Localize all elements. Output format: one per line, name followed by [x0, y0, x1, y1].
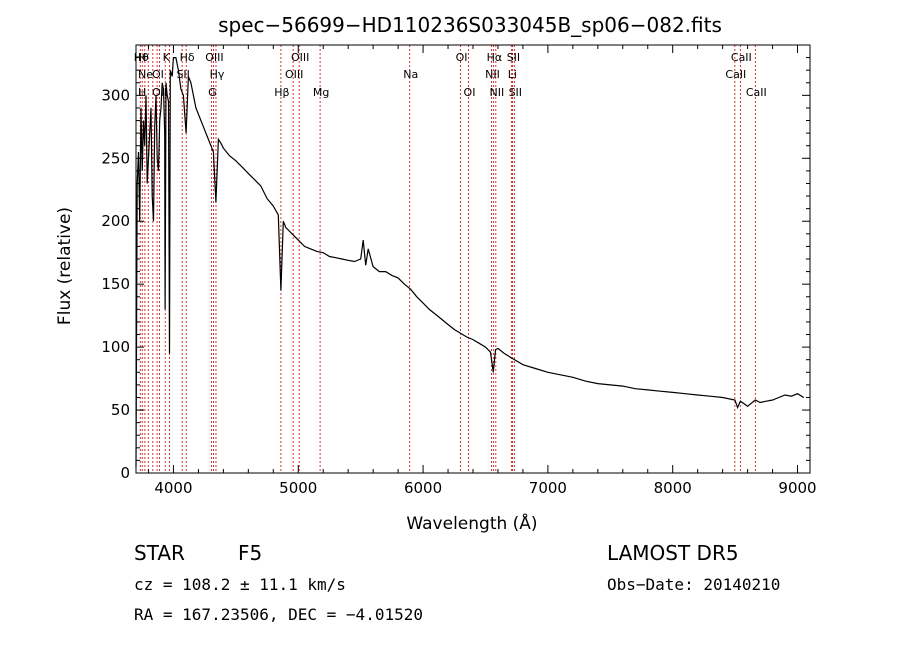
object-subclass: F5 [238, 541, 262, 565]
line-marker-label: Ne [138, 68, 153, 81]
y-tick-label: 50 [111, 401, 130, 419]
y-tick-label: 200 [101, 212, 130, 230]
line-marker-label: SII [507, 51, 520, 64]
x-tick-label: 6000 [404, 479, 442, 497]
x-tick-label: 9000 [778, 479, 816, 497]
line-marker-label: Na [403, 68, 418, 81]
y-tick-label: 250 [101, 149, 130, 167]
line-marker-label: K [163, 51, 171, 64]
line-marker-label: SII [509, 86, 522, 99]
line-marker-label: OI [152, 68, 164, 81]
line-marker-label: Mg [313, 86, 329, 99]
x-axis-label: Wavelength (Å) [406, 512, 537, 534]
line-marker-label: NII [489, 86, 504, 99]
line-marker-label: H [138, 51, 146, 64]
spectrum-line [135, 57, 805, 467]
y-tick-label: 150 [101, 275, 130, 293]
y-axis-label: Flux (relative) [55, 207, 75, 325]
line-marker-label: H [138, 86, 146, 99]
line-marker-label: OI [456, 51, 468, 64]
line-marker-label: Hθ [134, 51, 149, 64]
x-tick-label: 8000 [654, 479, 692, 497]
line-marker-label: Hδ [180, 51, 195, 64]
chart-title: spec−56699−HD110236S033045B_sp06−082.fit… [218, 13, 722, 37]
line-marker-label: OII [152, 86, 167, 99]
line-marker-label: Li [508, 68, 517, 81]
y-tick-label: 100 [101, 338, 130, 356]
plot-frame [135, 44, 811, 474]
object-class: STAR [134, 541, 185, 565]
x-axis-ticks: 4000 5000 6000 7000 8000 9000 [147, 45, 817, 497]
line-marker-label: OIII [205, 51, 223, 64]
line-marker-label: Hβ [274, 86, 289, 99]
survey-name: LAMOST DR5 [607, 541, 739, 565]
ra-dec-text: RA = 167.23506, DEC = −4.01520 [134, 605, 423, 624]
y-tick-label: 300 [101, 86, 130, 104]
line-marker-label: OIII [291, 51, 309, 64]
x-tick-label: 7000 [529, 479, 567, 497]
line-marker-label: Hα [487, 51, 503, 64]
y-axis-ticks: 0 50 100 150 200 250 300 [101, 57, 810, 482]
line-marker-labels: Hθ K Hδ SII OIII G Hγ Hβ OIII OIII Mg Na OI OI NII Hα NI… [134, 51, 767, 99]
redshift-text: cz = 108.2 ± 11.1 km/s [134, 575, 346, 594]
y-tick-label: 0 [120, 464, 130, 482]
line-marker-label: CaII [731, 51, 752, 64]
line-marker-label: G [208, 86, 217, 99]
line-marker-label: Hγ [210, 68, 225, 81]
line-marker-label: CaII [746, 86, 767, 99]
x-tick-label: 4000 [154, 479, 192, 497]
line-markers [139, 45, 756, 473]
line-marker-label: CaII [725, 68, 746, 81]
line-marker-label: NII [485, 68, 500, 81]
line-marker-label: OI [464, 86, 476, 99]
obs-date: Obs−Date: 20140210 [607, 575, 780, 594]
line-marker-label: OIII [285, 68, 303, 81]
x-tick-label: 5000 [279, 479, 317, 497]
